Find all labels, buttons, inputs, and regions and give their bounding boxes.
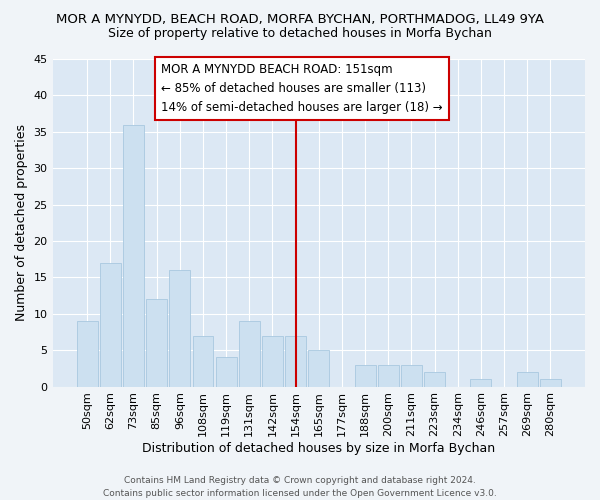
Bar xyxy=(123,124,144,386)
Text: MOR A MYNYDD BEACH ROAD: 151sqm
← 85% of detached houses are smaller (113)
14% o: MOR A MYNYDD BEACH ROAD: 151sqm ← 85% of… xyxy=(161,62,443,114)
Y-axis label: Number of detached properties: Number of detached properties xyxy=(15,124,28,322)
Bar xyxy=(169,270,190,386)
Bar xyxy=(401,364,422,386)
Bar xyxy=(77,321,98,386)
Bar xyxy=(355,364,376,386)
Text: MOR A MYNYDD, BEACH ROAD, MORFA BYCHAN, PORTHMADOG, LL49 9YA: MOR A MYNYDD, BEACH ROAD, MORFA BYCHAN, … xyxy=(56,12,544,26)
Bar xyxy=(239,321,260,386)
Bar xyxy=(146,299,167,386)
Bar xyxy=(424,372,445,386)
Bar xyxy=(470,380,491,386)
Bar xyxy=(540,380,561,386)
Bar xyxy=(100,263,121,386)
Bar xyxy=(308,350,329,387)
Bar xyxy=(193,336,214,386)
Bar xyxy=(216,358,236,386)
Bar xyxy=(517,372,538,386)
Bar xyxy=(285,336,306,386)
Bar xyxy=(262,336,283,386)
Bar xyxy=(378,364,398,386)
Text: Contains HM Land Registry data © Crown copyright and database right 2024.
Contai: Contains HM Land Registry data © Crown c… xyxy=(103,476,497,498)
Text: Size of property relative to detached houses in Morfa Bychan: Size of property relative to detached ho… xyxy=(108,28,492,40)
X-axis label: Distribution of detached houses by size in Morfa Bychan: Distribution of detached houses by size … xyxy=(142,442,496,455)
